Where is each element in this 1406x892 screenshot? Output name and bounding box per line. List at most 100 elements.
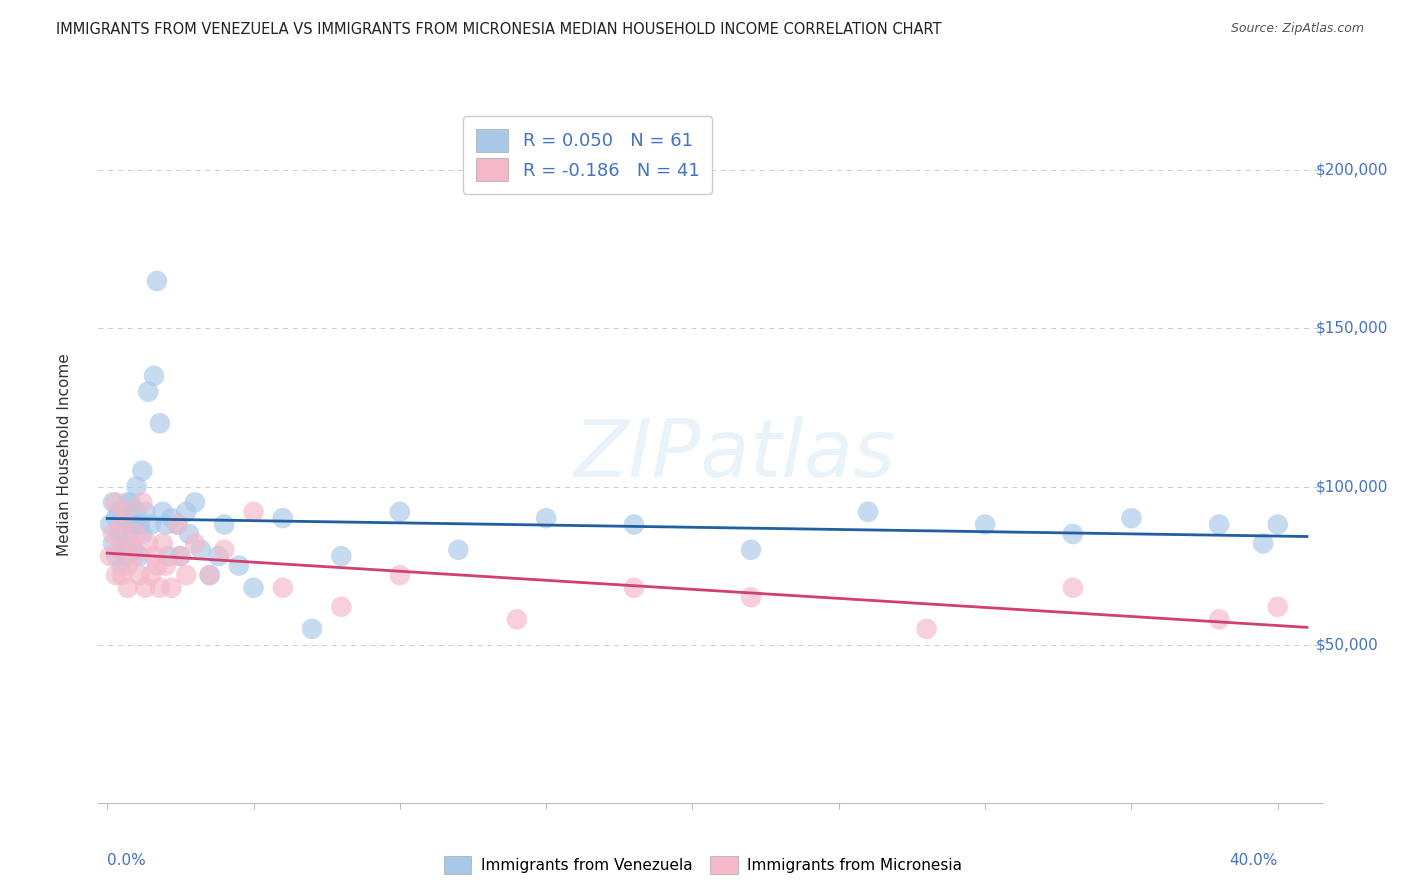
- Point: [120, 495, 142, 509]
- Point: [623, 517, 645, 532]
- Point: [271, 581, 294, 595]
- Point: [143, 549, 166, 563]
- Point: [198, 568, 221, 582]
- Text: IMMIGRANTS FROM VENEZUELA VS IMMIGRANTS FROM MICRONESIA MEDIAN HOUSEHOLD INCOME : IMMIGRANTS FROM VENEZUELA VS IMMIGRANTS …: [56, 22, 942, 37]
- Point: [157, 549, 180, 563]
- Point: [207, 549, 229, 563]
- Point: [179, 527, 201, 541]
- Point: [388, 568, 411, 582]
- Text: $150,000: $150,000: [1316, 321, 1388, 336]
- Point: [101, 495, 124, 509]
- Point: [198, 568, 221, 582]
- Point: [111, 517, 134, 532]
- Point: [740, 542, 762, 557]
- Point: [166, 517, 188, 532]
- Point: [146, 558, 169, 573]
- Point: [166, 517, 188, 532]
- Point: [190, 542, 212, 557]
- Point: [242, 505, 264, 519]
- Point: [388, 505, 411, 519]
- Point: [974, 517, 997, 532]
- Point: [101, 527, 124, 541]
- Point: [212, 517, 235, 532]
- Point: [1208, 517, 1230, 532]
- Point: [740, 591, 762, 605]
- Point: [169, 549, 191, 563]
- Point: [114, 505, 136, 519]
- Point: [534, 511, 557, 525]
- Point: [1251, 536, 1274, 550]
- Point: [1121, 511, 1143, 525]
- Point: [856, 505, 879, 519]
- Point: [1062, 581, 1084, 595]
- Point: [117, 549, 139, 563]
- Point: [506, 612, 529, 626]
- Point: [160, 581, 183, 595]
- Point: [104, 568, 127, 582]
- Text: $50,000: $50,000: [1316, 637, 1378, 652]
- Point: [242, 581, 264, 595]
- Point: [111, 558, 134, 573]
- Point: [152, 505, 174, 519]
- Point: [131, 527, 153, 541]
- Point: [160, 511, 183, 525]
- Point: [136, 384, 159, 399]
- Point: [120, 536, 142, 550]
- Legend: R = 0.050   N = 61, R = -0.186   N = 41: R = 0.050 N = 61, R = -0.186 N = 41: [463, 116, 713, 194]
- Point: [330, 599, 353, 614]
- Text: ZIPatlas: ZIPatlas: [574, 416, 896, 494]
- Text: Median Household Income: Median Household Income: [56, 353, 72, 557]
- Point: [114, 505, 136, 519]
- Point: [174, 568, 197, 582]
- Point: [111, 517, 134, 532]
- Point: [114, 527, 136, 541]
- Point: [1208, 612, 1230, 626]
- Point: [111, 542, 134, 557]
- Point: [146, 274, 169, 288]
- Point: [108, 542, 131, 557]
- Text: $100,000: $100,000: [1316, 479, 1388, 494]
- Point: [271, 511, 294, 525]
- Point: [104, 511, 127, 525]
- Point: [104, 495, 127, 509]
- Point: [128, 568, 150, 582]
- Point: [122, 542, 145, 557]
- Point: [155, 517, 177, 532]
- Point: [122, 517, 145, 532]
- Point: [117, 558, 139, 573]
- Point: [128, 517, 150, 532]
- Point: [108, 505, 131, 519]
- Point: [111, 568, 134, 582]
- Point: [1062, 527, 1084, 541]
- Point: [139, 517, 162, 532]
- Point: [447, 542, 470, 557]
- Point: [120, 517, 142, 532]
- Point: [174, 505, 197, 519]
- Legend: Immigrants from Venezuela, Immigrants from Micronesia: Immigrants from Venezuela, Immigrants fr…: [437, 850, 969, 880]
- Point: [149, 417, 172, 431]
- Text: 0.0%: 0.0%: [107, 854, 146, 869]
- Point: [330, 549, 353, 563]
- Point: [98, 517, 121, 532]
- Point: [117, 581, 139, 595]
- Point: [1267, 517, 1289, 532]
- Point: [122, 549, 145, 563]
- Point: [134, 581, 156, 595]
- Point: [1267, 599, 1289, 614]
- Point: [136, 536, 159, 550]
- Point: [149, 581, 172, 595]
- Point: [301, 622, 323, 636]
- Point: [120, 536, 142, 550]
- Point: [139, 568, 162, 582]
- Text: $200,000: $200,000: [1316, 163, 1388, 178]
- Point: [155, 558, 177, 573]
- Point: [184, 536, 207, 550]
- Point: [131, 495, 153, 509]
- Text: Source: ZipAtlas.com: Source: ZipAtlas.com: [1230, 22, 1364, 36]
- Point: [152, 536, 174, 550]
- Point: [128, 549, 150, 563]
- Point: [169, 549, 191, 563]
- Point: [131, 464, 153, 478]
- Point: [108, 527, 131, 541]
- Text: 40.0%: 40.0%: [1229, 854, 1278, 869]
